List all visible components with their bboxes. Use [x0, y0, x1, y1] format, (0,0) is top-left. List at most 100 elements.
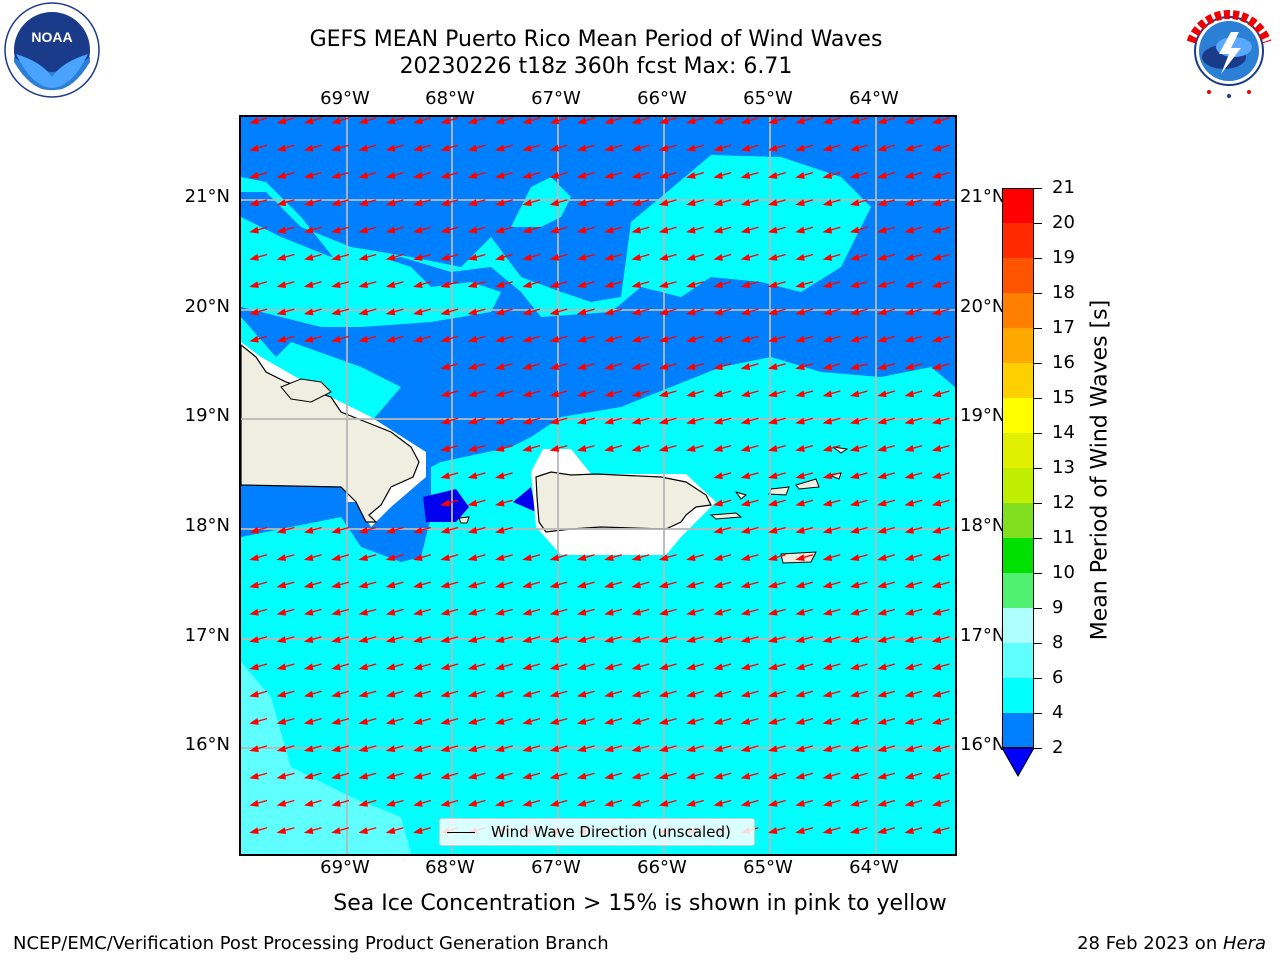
wind-wave-arrow [713, 499, 732, 507]
wind-wave-arrow [931, 117, 950, 125]
wind-wave-arrow [631, 663, 650, 671]
wind-wave-arrow [522, 335, 541, 343]
wind-wave-arrow [385, 799, 404, 807]
wind-wave-arrow [604, 799, 623, 807]
wind-wave-arrow [686, 199, 704, 207]
wind-wave-arrow [686, 772, 704, 780]
wind-wave-arrow [822, 308, 841, 316]
wind-wave-arrow [795, 281, 814, 289]
wind-wave-arrow [522, 117, 541, 125]
wind-wave-arrow [822, 226, 841, 234]
wind-wave-arrow [358, 690, 377, 698]
wind-wave-arrow [440, 690, 459, 698]
wind-wave-arrow [931, 636, 950, 643]
wind-wave-arrow [795, 253, 814, 261]
wind-wave-arrow [904, 554, 923, 562]
wind-wave-arrow [686, 171, 704, 179]
land-st-croix [780, 551, 817, 564]
wind-wave-arrow [631, 117, 650, 125]
wind-wave-arrow [358, 772, 377, 780]
wind-wave-arrow [576, 690, 595, 698]
wind-wave-arrow [604, 444, 623, 452]
wind-wave-arrow [713, 253, 732, 261]
wind-wave-arrow [604, 117, 623, 125]
wind-wave-arrow [413, 199, 431, 207]
wind-wave-arrow [740, 144, 759, 152]
wind-wave-arrow [767, 745, 786, 753]
wind-wave-arrow [522, 717, 541, 725]
wind-wave-arrow [713, 444, 732, 452]
land-vieques [709, 512, 743, 520]
wind-wave-arrow [467, 663, 486, 671]
wind-wave-arrow [631, 608, 650, 616]
lon-label-top: 67°W [531, 88, 581, 109]
wind-wave-arrow [822, 745, 841, 753]
wind-wave-arrow [686, 144, 704, 152]
wind-wave-arrow [358, 335, 377, 343]
wind-wave-arrow [767, 690, 786, 698]
wind-wave-arrow [740, 554, 759, 562]
wind-wave-arrow [604, 663, 623, 671]
wind-wave-arrow [249, 253, 268, 261]
wind-wave-arrow [822, 171, 841, 179]
wind-wave-arrow [767, 226, 786, 234]
wind-wave-arrow [849, 499, 868, 507]
wind-wave-arrow [467, 390, 486, 398]
wind-wave-arrow [467, 499, 486, 507]
wind-wave-arrow [904, 171, 923, 179]
wind-wave-arrow [686, 608, 704, 616]
wind-wave-arrow [631, 281, 650, 289]
wind-wave-arrow [658, 554, 677, 562]
wind-wave-arrow [822, 690, 841, 698]
lat-label-right: 21°N [960, 186, 1006, 207]
wind-wave-arrow [467, 717, 486, 725]
wind-wave-arrow [822, 472, 841, 480]
wind-wave-arrow [303, 799, 322, 807]
wind-wave-arrow [795, 690, 814, 698]
wind-wave-arrow [494, 253, 513, 261]
wind-wave-arrow [767, 335, 786, 343]
wind-wave-arrow [494, 636, 513, 643]
wind-wave-arrow [440, 144, 459, 152]
wind-wave-arrow [658, 636, 677, 643]
wind-wave-arrow [686, 417, 704, 425]
wind-wave-arrow [576, 171, 595, 179]
wind-wave-arrow [877, 499, 896, 507]
wind-wave-arrow [276, 335, 295, 343]
wind-wave-arrow [658, 663, 677, 671]
wind-wave-arrow [413, 827, 431, 835]
wind-wave-arrow [877, 390, 896, 398]
wind-wave-arrow [604, 772, 623, 780]
wind-wave-arrow [767, 472, 786, 480]
wind-wave-arrow [576, 663, 595, 671]
lon-label-top: 69°W [320, 88, 370, 109]
wind-wave-arrow [904, 472, 923, 480]
wind-wave-arrow [877, 417, 896, 425]
wind-wave-arrow [276, 281, 295, 289]
wind-wave-arrow [385, 636, 404, 643]
wind-wave-arrow [658, 281, 677, 289]
wind-wave-arrow [849, 472, 868, 480]
wind-wave-arrow [849, 526, 868, 534]
wind-wave-arrow [877, 827, 896, 835]
wind-wave-arrow [795, 554, 814, 562]
wind-wave-arrow [467, 745, 486, 753]
wind-wave-arrow [358, 226, 377, 234]
wind-wave-arrow [658, 253, 677, 261]
wind-wave-arrow [877, 663, 896, 671]
wind-wave-arrow [822, 827, 841, 835]
wind-wave-arrow [658, 226, 677, 234]
wind-wave-arrow [713, 472, 732, 480]
wind-wave-arrow [413, 253, 431, 261]
wind-wave-arrow [440, 199, 459, 207]
lat-label-right: 16°N [960, 734, 1006, 755]
wind-wave-arrow [795, 226, 814, 234]
wind-wave-arrow [467, 772, 486, 780]
wind-wave-arrow [686, 745, 704, 753]
wind-wave-arrow [604, 335, 623, 343]
wind-wave-arrow [440, 799, 459, 807]
wind-wave-arrow [931, 717, 950, 725]
wind-wave-arrow [795, 144, 814, 152]
wind-wave-arrow [358, 308, 377, 316]
wind-wave-arrow [494, 745, 513, 753]
